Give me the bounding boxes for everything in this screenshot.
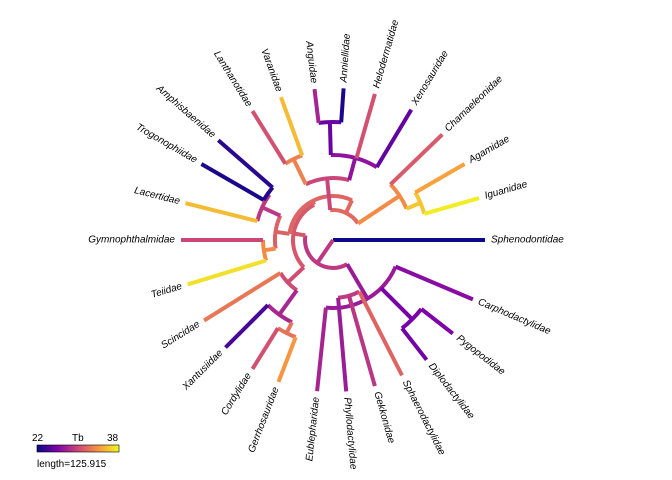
legend-min-label: 22	[32, 433, 44, 444]
tip-label: Amphisbaenidae	[153, 83, 218, 141]
internal-branch	[261, 205, 282, 218]
branch-arc	[291, 202, 316, 269]
branch-arc	[330, 152, 378, 169]
branch-arc	[330, 207, 360, 225]
tip-branch	[187, 258, 267, 287]
tip-label: Sphaerodactylidae	[400, 378, 448, 457]
internal-branch	[315, 238, 335, 265]
internal-branch	[263, 246, 276, 253]
internal-branch	[379, 286, 414, 321]
tip-branch	[203, 271, 282, 323]
tip-label: Anguidae	[303, 40, 319, 85]
tip-branch	[224, 303, 270, 349]
tip-label: Sphenodontidae	[491, 235, 564, 246]
tip-label: Lacertidae	[133, 185, 181, 207]
internal-branch	[275, 229, 290, 236]
tip-label: Cordylidae	[219, 371, 254, 418]
internal-branch	[286, 265, 306, 284]
branch-arc	[318, 120, 342, 125]
tip-branch	[347, 295, 377, 387]
tip-labels: Sphenodontidae CarphodactylidaePygopodida…	[88, 18, 564, 470]
internal-branch	[405, 201, 422, 211]
branch-arc	[303, 235, 349, 270]
color-legend: 22 Tb 38 length=125.915	[32, 433, 120, 470]
tip-branch	[375, 108, 414, 169]
tip-branch	[216, 138, 274, 190]
tip-label: Xantusiidae	[180, 348, 226, 394]
branch-arc	[337, 289, 361, 300]
tip-branch	[336, 297, 349, 392]
tip-label: Helodermatidae	[371, 18, 401, 89]
branch-arc	[273, 214, 283, 249]
tip-label: Iguanidae	[483, 179, 529, 202]
tip-branch	[185, 201, 258, 224]
tip-branch	[250, 327, 280, 370]
tip-label: Lanthanotidae	[211, 49, 254, 109]
tip-label: Varanidae	[258, 47, 284, 94]
tip-branch	[357, 290, 404, 377]
internal-branch	[345, 263, 370, 300]
branch-arc	[325, 265, 398, 310]
tip-label: Pygopodidae	[454, 333, 507, 378]
tip-label: Chamaeleonidae	[443, 73, 505, 134]
tip-branch	[394, 264, 474, 302]
tip-branch	[312, 88, 321, 124]
internal-branch	[344, 199, 354, 214]
tip-label: Gekkonidae	[371, 390, 396, 445]
branch-arc	[287, 194, 353, 235]
legend-scale-label: length=125.915	[37, 459, 107, 470]
internal-branch	[356, 194, 401, 226]
legend-title: Tb	[72, 433, 84, 444]
branch-arc	[255, 193, 272, 222]
branch-arc	[261, 239, 269, 262]
tip-label: Xenosauridae	[409, 48, 451, 108]
legend-max-label: 38	[107, 433, 119, 444]
tip-branch	[279, 96, 305, 157]
internal-branch	[291, 158, 308, 186]
branch-arc	[389, 183, 409, 210]
tip-branch	[389, 132, 444, 186]
tip-label: Gymnophthalmidae	[88, 235, 175, 246]
branch-arc	[266, 303, 293, 325]
legend-colorbar	[36, 444, 120, 453]
tip-label: Eublepharidae	[304, 396, 322, 462]
tip-branch	[339, 88, 346, 123]
tip-label: Scincidae	[159, 319, 202, 352]
tip-branch	[315, 307, 328, 392]
tip-branch	[423, 196, 480, 216]
tip-branch	[420, 307, 455, 336]
tip-branch	[200, 162, 265, 202]
internal-branch	[347, 157, 358, 181]
tip-label: Diplodactylidae	[426, 361, 477, 422]
tree-branches	[181, 88, 485, 392]
branch-arc	[304, 176, 350, 187]
internal-branch	[325, 178, 333, 211]
branch-arc	[400, 307, 423, 330]
tip-label: Phyllodactylidae	[341, 397, 358, 470]
internal-branch	[327, 121, 333, 156]
tip-branch	[400, 327, 429, 362]
tip-label: Trogonophiidae	[134, 122, 199, 166]
tip-branch	[276, 336, 298, 383]
tip-label: Anniellidae	[338, 33, 352, 84]
tip-branch	[250, 110, 287, 165]
tip-branch	[414, 162, 466, 195]
tip-label: Gerrhosauridae	[246, 385, 281, 454]
internal-branch	[277, 289, 299, 316]
tip-label: Carphodactylidae	[476, 297, 552, 338]
tip-branch	[354, 93, 377, 159]
tip-label: Teiidae	[150, 281, 184, 301]
tip-label: Agamidae	[466, 134, 512, 167]
